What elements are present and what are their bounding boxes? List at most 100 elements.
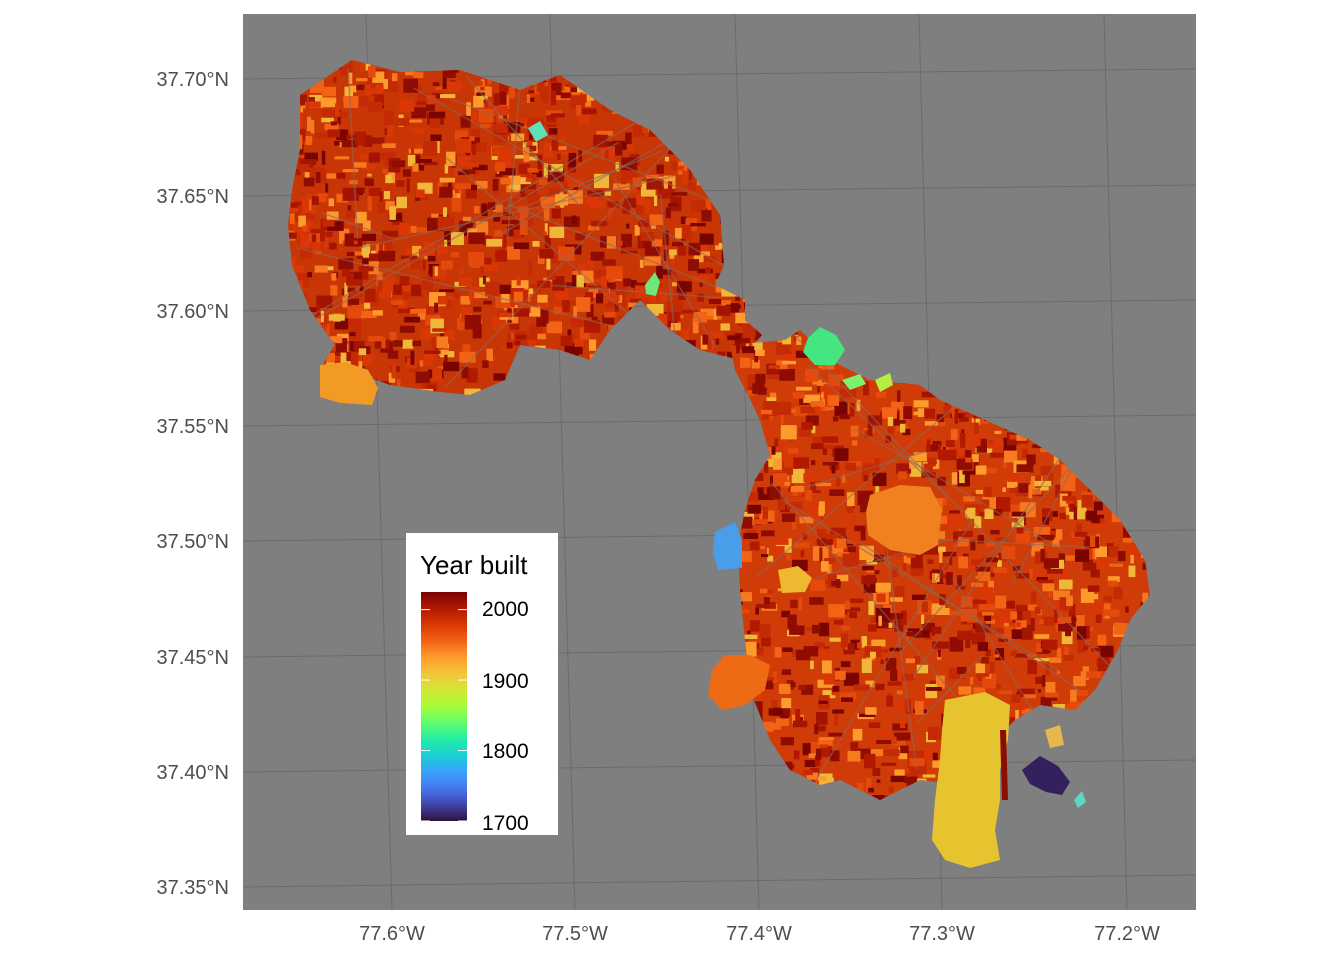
parcel-tile <box>881 407 897 419</box>
parcel-tile <box>995 611 1011 623</box>
parcel-tile <box>384 64 389 79</box>
parcel-tile <box>754 636 764 642</box>
parcel-tile <box>412 245 422 257</box>
parcel-tile <box>762 414 769 420</box>
parcel-tile <box>578 114 590 125</box>
parcel-tile <box>926 439 931 451</box>
parcel-tile <box>593 134 608 148</box>
parcel-tile <box>903 406 913 420</box>
parcel-tile <box>432 328 446 332</box>
parcel-tile <box>1042 583 1055 592</box>
parcel-tile <box>901 610 907 625</box>
parcel-tile <box>315 172 321 183</box>
parcel-tile <box>1089 535 1096 547</box>
parcel-tile <box>361 310 377 319</box>
parcel-tile <box>1103 609 1120 617</box>
parcel-tile <box>537 333 546 340</box>
parcel-tile <box>875 481 880 495</box>
parcel-tile <box>468 252 484 266</box>
parcel-tile <box>973 422 979 434</box>
parcel-tile <box>334 318 349 330</box>
parcel-tile <box>793 750 800 760</box>
gridline-lon-774 <box>734 13 760 911</box>
parcel-tile <box>344 233 354 247</box>
parcel-tile <box>816 539 833 545</box>
parcel-tile <box>539 248 554 259</box>
parcel-tile <box>528 288 534 295</box>
parcel-tile <box>975 663 985 674</box>
parcel-tile <box>423 352 435 361</box>
parcel-tile <box>749 620 760 632</box>
parcel-tile <box>394 118 411 126</box>
parcel-tile <box>580 270 594 284</box>
parcel-tile <box>399 276 410 290</box>
parcel-tile <box>493 105 509 116</box>
parcel-tile <box>349 332 356 337</box>
parcel-tile <box>472 111 478 121</box>
parcel-tile <box>519 210 528 222</box>
parcel-tile <box>711 339 715 351</box>
street-line <box>806 364 948 497</box>
parcel-tile <box>358 348 367 356</box>
parcel-tile <box>690 223 706 227</box>
parcel-tile <box>996 684 1001 690</box>
parcel-tile <box>307 116 312 132</box>
parcel-tile <box>887 425 894 434</box>
parcel-tile <box>867 422 873 437</box>
parcel-tile <box>1042 616 1055 626</box>
parcel-tile <box>974 417 989 424</box>
parcel-tile <box>796 649 811 661</box>
parcel-tile <box>391 160 406 168</box>
parcel-tile <box>464 388 481 395</box>
parcel-tile <box>865 568 874 573</box>
parcel-large-orange-mid <box>866 485 942 555</box>
parcel-tile <box>350 351 359 367</box>
parcel-tile <box>937 444 942 460</box>
parcel-tile <box>730 303 740 313</box>
parcel-tile <box>1082 559 1093 571</box>
parcel-tile <box>349 272 354 283</box>
parcel-tile <box>798 685 806 690</box>
parcel-tile <box>588 225 600 231</box>
parcel-tile <box>786 553 792 561</box>
parcel-tile <box>907 602 913 614</box>
parcel-tile <box>525 217 534 226</box>
parcel-tile <box>499 91 507 105</box>
parcel-tile <box>727 335 740 341</box>
parcel-tile <box>893 732 911 741</box>
parcel-tile <box>362 267 369 280</box>
parcel-tile <box>435 86 443 90</box>
parcel-tile <box>925 687 942 691</box>
parcel-tile <box>381 338 386 349</box>
parcel-tile <box>308 101 321 108</box>
parcel-tile <box>526 93 531 103</box>
parcel-tile <box>651 224 656 229</box>
parcel-tile <box>1056 670 1061 675</box>
parcel-tile <box>927 559 934 565</box>
parcel-tile <box>549 226 565 238</box>
parcel-tile <box>833 416 839 422</box>
parcel-tile <box>1017 688 1035 699</box>
parcel-tile <box>772 671 777 683</box>
parcel-tile <box>1016 697 1025 711</box>
parcel-tile <box>340 352 352 366</box>
parcel-tile <box>312 241 321 253</box>
parcel-tile <box>491 356 497 361</box>
parcel-tile <box>476 142 487 152</box>
parcel-tile <box>740 357 750 362</box>
parcel-tile <box>646 178 663 190</box>
parcel-tile <box>700 308 716 316</box>
parcel-tile <box>875 582 891 592</box>
parcel-tile <box>1053 453 1060 465</box>
parcel-tile <box>359 285 364 292</box>
parcel-tile <box>722 331 735 336</box>
parcel-tile <box>336 193 349 203</box>
parcel-tile <box>1052 537 1060 547</box>
parcel-tile <box>1001 546 1016 560</box>
parcel-tile <box>913 671 918 680</box>
parcel-tile <box>526 174 537 181</box>
parcel-tile <box>805 490 813 501</box>
parcel-tile <box>604 149 609 161</box>
parcel-tile <box>308 215 316 220</box>
parcel-tile <box>604 311 616 318</box>
